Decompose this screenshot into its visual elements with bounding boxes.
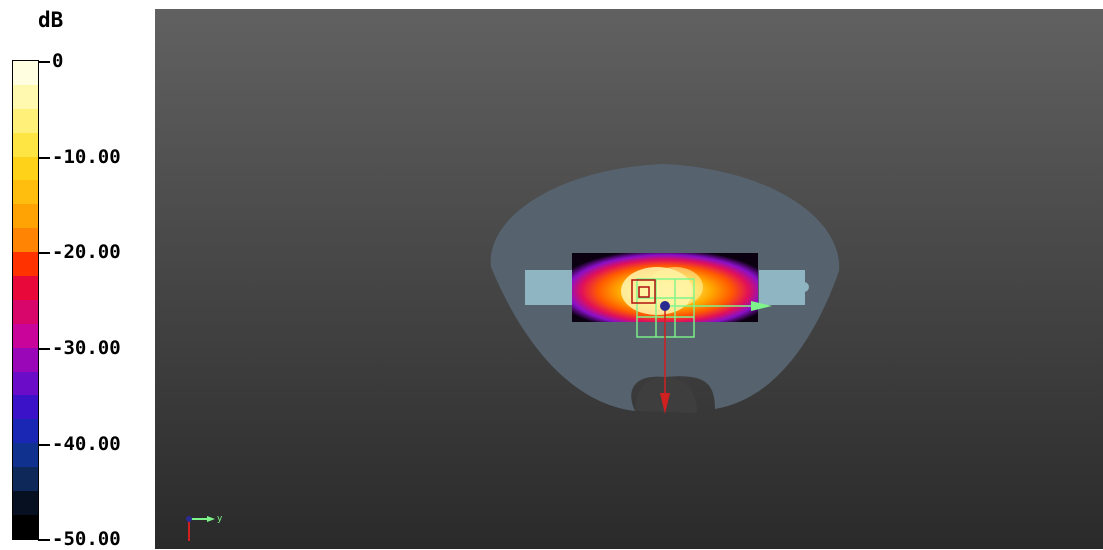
color-legend: dB 0 -10.00 -20.00 -30.00 -40.00 -50.00 [0,0,155,549]
colorbar-segment [13,514,38,539]
colorbar-segment [13,395,38,420]
colorbar [12,60,39,540]
colorbar-segment [13,204,38,229]
colorbar-segment [13,299,38,324]
legend-tick-1: -10.00 [38,147,121,167]
legend-tick-3: -30.00 [38,338,121,358]
peak-marker [631,279,656,304]
zoom-scan-grid [636,278,695,338]
colorbar-segment [13,252,38,277]
legend-tick-0: 0 [38,51,63,71]
colorbar-segment [13,371,38,396]
colorbar-segment [13,228,38,253]
source-marker [799,282,809,292]
3d-viewport[interactable]: y [155,9,1103,549]
legend-unit-label: dB [38,8,64,32]
colorbar-segment [13,419,38,444]
source-left [525,270,573,305]
colorbar-segment [13,467,38,492]
source-right [759,270,805,305]
legend-tick-2: -20.00 [38,242,121,262]
colorbar-segment [13,443,38,468]
colorbar-segment [13,108,38,133]
colorbar-segment [13,156,38,181]
colorbar-segment [13,491,38,515]
orientation-triad: y [186,514,223,541]
colorbar-segment [13,180,38,205]
scene-canvas: y [186,164,840,541]
colorbar-segment [13,84,38,109]
legend-tick-5: -50.00 [38,529,121,549]
colorbar-segment [13,276,38,300]
legend-tick-4: -40.00 [38,434,121,454]
colorbar-segment [13,347,38,372]
colorbar-segment [13,132,38,157]
triad-y-label: y [217,514,223,524]
origin-marker [660,301,670,311]
colorbar-segment [13,61,38,85]
colorbar-segment [13,323,38,348]
